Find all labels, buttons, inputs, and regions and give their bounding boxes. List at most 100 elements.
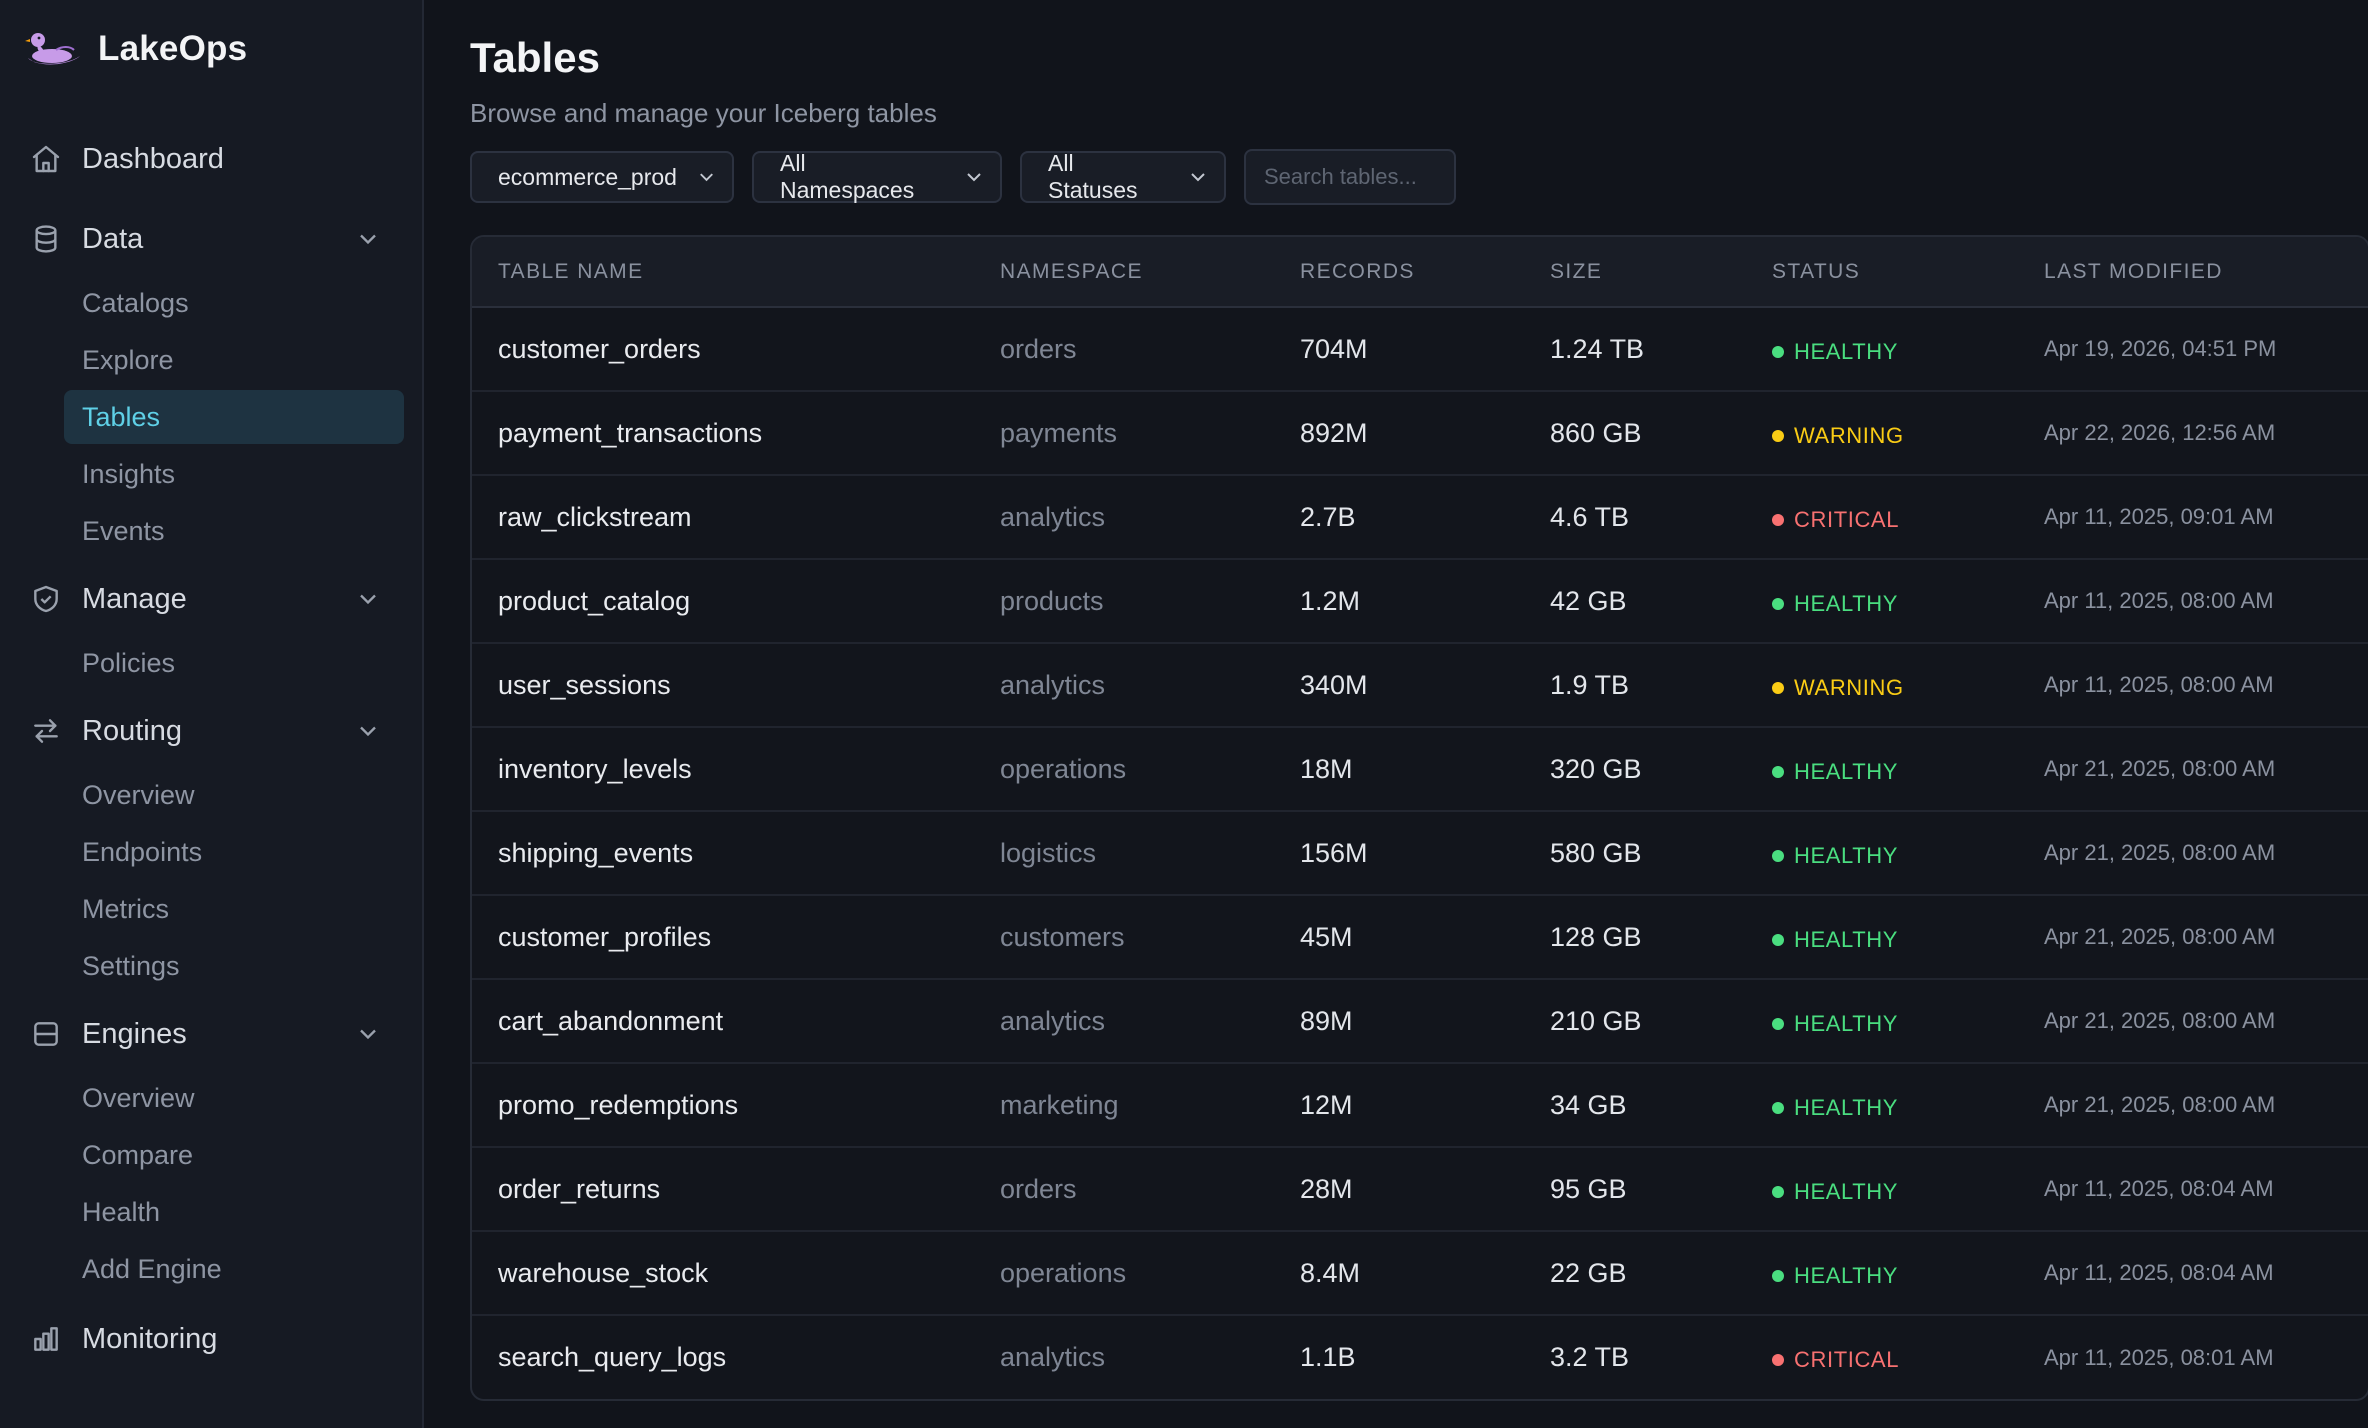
status-dot-icon bbox=[1772, 1101, 1784, 1114]
chevron-down-icon[interactable] bbox=[354, 225, 382, 253]
cell-last-modified: Apr 21, 2025, 08:00 AM bbox=[2044, 840, 2276, 865]
cell-status: CRITICAL bbox=[1746, 1315, 2018, 1399]
catalog-select[interactable]: ecommerce_prod bbox=[470, 151, 734, 203]
status-label: HEALTHY bbox=[1794, 926, 1899, 952]
cell-table-name: product_catalog bbox=[498, 585, 691, 616]
sidebar-item-settings[interactable]: Settings bbox=[82, 950, 180, 981]
namespace-select[interactable]: All Namespaces bbox=[752, 150, 1002, 203]
sidebar-item-compare[interactable]: Compare bbox=[82, 1139, 194, 1170]
nav-section-manage-label: Manage bbox=[82, 582, 187, 615]
cell-namespace: analytics bbox=[1000, 1005, 1106, 1036]
table-row[interactable]: warehouse_stock operations 8.4M 22 GB HEALTH… bbox=[472, 1231, 2368, 1315]
table-row[interactable]: user_sessions analytics 340M 1.9 TB WARNING A… bbox=[472, 643, 2368, 727]
status-badge: HEALTHY bbox=[1772, 1011, 1898, 1037]
sidebar-item-add-engine[interactable]: Add Engine bbox=[82, 1253, 222, 1284]
table-row[interactable]: inventory_levels operations 18M 320 GB HEALT… bbox=[472, 727, 2368, 811]
table-row[interactable]: customer_profiles customers 45M 128 GB HEALT… bbox=[472, 895, 2368, 979]
cell-namespace: orders bbox=[1000, 1173, 1077, 1204]
status-badge: HEALTHY bbox=[1772, 927, 1898, 953]
cell-table-name: payment_transactions bbox=[498, 417, 763, 448]
status-badge: CRITICAL bbox=[1772, 507, 1899, 533]
status-badge: HEALTHY bbox=[1772, 1095, 1898, 1121]
nav-monitoring-label: Monitoring bbox=[82, 1322, 218, 1355]
status-select[interactable]: All Statuses bbox=[1020, 150, 1226, 203]
cell-table-name: user_sessions bbox=[498, 669, 671, 700]
nav-section-engines[interactable]: Engines bbox=[18, 1001, 404, 1067]
sidebar-item-insights[interactable]: Insights bbox=[82, 458, 176, 489]
filter-bar: ecommerce_prod All Namespaces All Status… bbox=[470, 149, 2368, 205]
cell-size: 3.2 TB bbox=[1550, 1342, 1630, 1372]
table-header-row: TABLE NAME NAMESPACE RECORDS SIZE STATUS… bbox=[472, 237, 2368, 308]
cell-namespace: customers bbox=[1000, 921, 1125, 952]
cell-status: HEALTHY bbox=[1746, 1063, 2018, 1147]
manage-sub-list: Policies bbox=[18, 636, 404, 690]
cell-records: 45M bbox=[1300, 921, 1353, 952]
table-row[interactable]: shipping_events logistics 156M 580 GB HEALTH… bbox=[472, 811, 2368, 895]
cell-status: WARNING bbox=[1746, 643, 2018, 727]
nav-dashboard-label: Dashboard bbox=[82, 142, 224, 175]
column-header-size[interactable]: SIZE bbox=[1524, 237, 1746, 308]
cell-last-modified: Apr 11, 2025, 09:01 AM bbox=[2044, 504, 2274, 529]
table-row[interactable]: cart_abandonment analytics 89M 210 GB HEALTH… bbox=[472, 979, 2368, 1063]
cell-last-modified: Apr 11, 2025, 08:04 AM bbox=[2044, 1260, 2274, 1285]
status-label: HEALTHY bbox=[1794, 1010, 1899, 1036]
table-row[interactable]: raw_clickstream analytics 2.7B 4.6 TB CRITIC… bbox=[472, 475, 2368, 559]
cell-size: 42 GB bbox=[1550, 585, 1627, 616]
cell-records: 28M bbox=[1300, 1173, 1353, 1204]
sidebar-item-routing-overview[interactable]: Overview bbox=[82, 779, 195, 810]
status-dot-icon bbox=[1772, 849, 1784, 862]
home-icon bbox=[32, 145, 60, 173]
engines-sub-list: Overview Compare Health Add Engine bbox=[18, 1071, 404, 1296]
column-header-status[interactable]: STATUS bbox=[1746, 237, 2018, 308]
brand-name: LakeOps bbox=[98, 29, 248, 68]
status-label: HEALTHY bbox=[1794, 1178, 1899, 1204]
column-header-namespace[interactable]: NAMESPACE bbox=[974, 237, 1274, 308]
table-row[interactable]: search_query_logs analytics 1.1B 3.2 TB CRIT… bbox=[472, 1315, 2368, 1399]
status-select-value: All Statuses bbox=[1048, 150, 1138, 203]
cell-status: HEALTHY bbox=[1746, 979, 2018, 1063]
cell-table-name: raw_clickstream bbox=[498, 501, 692, 532]
cell-namespace: payments bbox=[1000, 417, 1118, 448]
table-row[interactable]: customer_orders orders 704M 1.24 TB HEALTHY A… bbox=[472, 307, 2368, 391]
status-badge: CRITICAL bbox=[1772, 1347, 1899, 1373]
cell-table-name: promo_redemptions bbox=[498, 1089, 739, 1120]
column-header-last-modified[interactable]: LAST MODIFIED bbox=[2018, 237, 2368, 308]
chevron-down-icon[interactable] bbox=[354, 717, 382, 745]
sidebar-item-catalogs[interactable]: Catalogs bbox=[82, 287, 189, 318]
sidebar-item-policies[interactable]: Policies bbox=[82, 647, 176, 678]
nav-dashboard[interactable]: Dashboard bbox=[18, 126, 404, 192]
chevron-down-icon[interactable] bbox=[354, 1020, 382, 1048]
main-content: Tables Browse and manage your Iceberg ta… bbox=[424, 0, 2368, 1428]
arrows-icon bbox=[34, 719, 58, 743]
sidebar-item-health[interactable]: Health bbox=[82, 1196, 161, 1227]
lake-duck-logo-icon bbox=[25, 33, 80, 65]
table-row[interactable]: payment_transactions payments 892M 860 GB WA… bbox=[472, 391, 2368, 475]
cell-table-name: order_returns bbox=[498, 1173, 661, 1204]
database-icon bbox=[35, 225, 57, 253]
nav-monitoring[interactable]: Monitoring bbox=[18, 1306, 404, 1372]
nav-section-routing[interactable]: Routing bbox=[18, 698, 404, 764]
cell-last-modified: Apr 22, 2026, 12:56 AM bbox=[2044, 420, 2276, 445]
nav-section-manage[interactable]: Manage bbox=[18, 566, 404, 632]
chevron-down-icon bbox=[967, 173, 981, 182]
brand[interactable]: LakeOps bbox=[18, 0, 404, 98]
column-header-table-name[interactable]: TABLE NAME bbox=[472, 237, 974, 308]
table-row[interactable]: product_catalog products 1.2M 42 GB HEALTHY A… bbox=[472, 559, 2368, 643]
column-header-records[interactable]: RECORDS bbox=[1274, 237, 1524, 308]
table-row[interactable]: promo_redemptions marketing 12M 34 GB HEALTH… bbox=[472, 1063, 2368, 1147]
sidebar-item-events[interactable]: Events bbox=[82, 515, 165, 546]
sidebar-item-engines-overview[interactable]: Overview bbox=[82, 1082, 195, 1113]
cell-size: 22 GB bbox=[1550, 1257, 1627, 1288]
status-dot-icon bbox=[1772, 513, 1784, 526]
nav-section-data[interactable]: Data bbox=[18, 206, 404, 272]
cell-table-name: shipping_events bbox=[498, 837, 694, 868]
sidebar-item-tables[interactable]: Tables bbox=[64, 390, 404, 444]
sidebar-item-endpoints[interactable]: Endpoints bbox=[82, 836, 203, 867]
sidebar-item-explore[interactable]: Explore bbox=[82, 344, 174, 375]
nav-section-routing-label: Routing bbox=[82, 714, 182, 747]
search-input[interactable] bbox=[1244, 149, 1456, 205]
table-row[interactable]: order_returns orders 28M 95 GB HEALTHY Apr 11… bbox=[472, 1147, 2368, 1231]
status-label: WARNING bbox=[1794, 422, 1904, 448]
sidebar-item-metrics[interactable]: Metrics bbox=[82, 893, 169, 924]
chevron-down-icon[interactable] bbox=[354, 585, 382, 613]
